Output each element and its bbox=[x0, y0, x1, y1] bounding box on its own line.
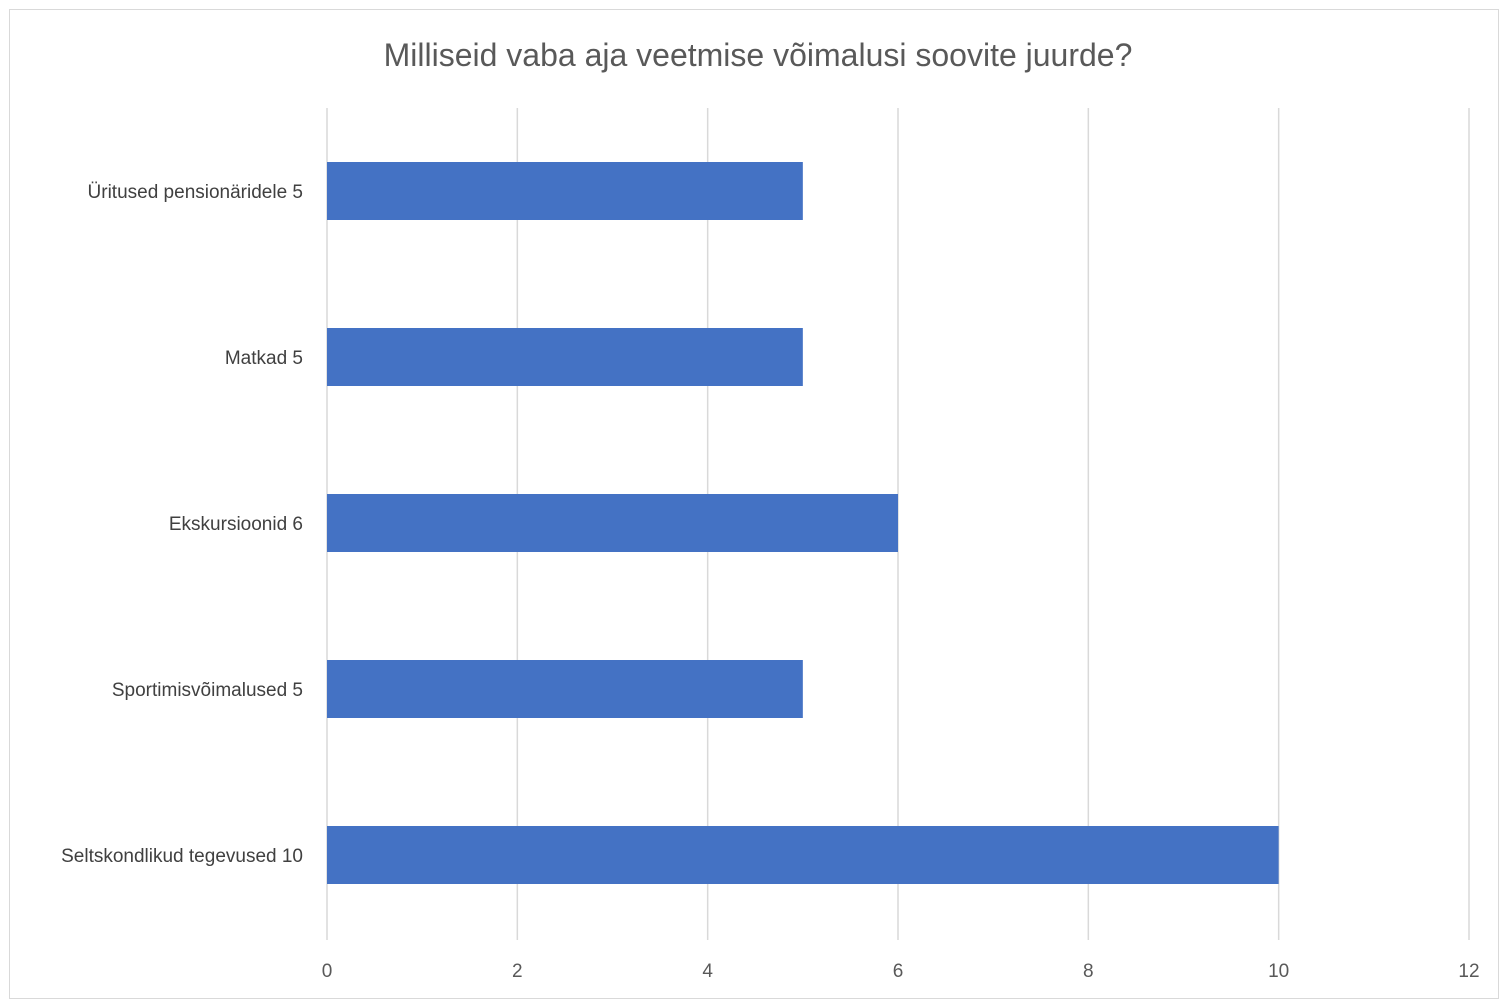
bar bbox=[327, 826, 1279, 884]
category-label: Sportimisvõimalused 5 bbox=[112, 680, 303, 701]
x-tick-label: 10 bbox=[1268, 961, 1289, 982]
x-axis-ticks: 0 2 4 6 8 10 12 bbox=[322, 961, 1480, 982]
x-tick-label: 2 bbox=[512, 961, 523, 982]
category-label: Üritused pensionäridele 5 bbox=[88, 182, 303, 203]
category-label: Matkad 5 bbox=[225, 348, 303, 369]
gridlines bbox=[326, 108, 1470, 940]
bar bbox=[327, 328, 803, 386]
chart-title: Milliseid vaba aja veetmise võimalusi so… bbox=[384, 37, 1133, 73]
x-tick-label: 0 bbox=[322, 961, 333, 982]
bar bbox=[327, 162, 803, 220]
x-tick-label: 12 bbox=[1458, 961, 1479, 982]
x-tick-label: 4 bbox=[702, 961, 713, 982]
category-label: Ekskursioonid 6 bbox=[169, 514, 303, 535]
bar bbox=[327, 660, 803, 718]
x-tick-label: 6 bbox=[893, 961, 904, 982]
category-labels: Üritused pensionäridele 5 Matkad 5 Ekskurs… bbox=[61, 182, 303, 867]
bars bbox=[327, 162, 1279, 884]
bar bbox=[327, 494, 898, 552]
x-tick-label: 8 bbox=[1083, 961, 1094, 982]
category-label: Seltskondlikud tegevused 10 bbox=[61, 846, 303, 867]
